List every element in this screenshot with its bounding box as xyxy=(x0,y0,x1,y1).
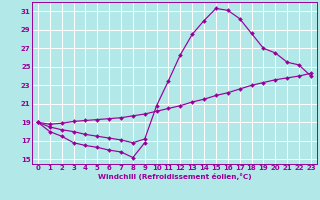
X-axis label: Windchill (Refroidissement éolien,°C): Windchill (Refroidissement éolien,°C) xyxy=(98,173,251,180)
